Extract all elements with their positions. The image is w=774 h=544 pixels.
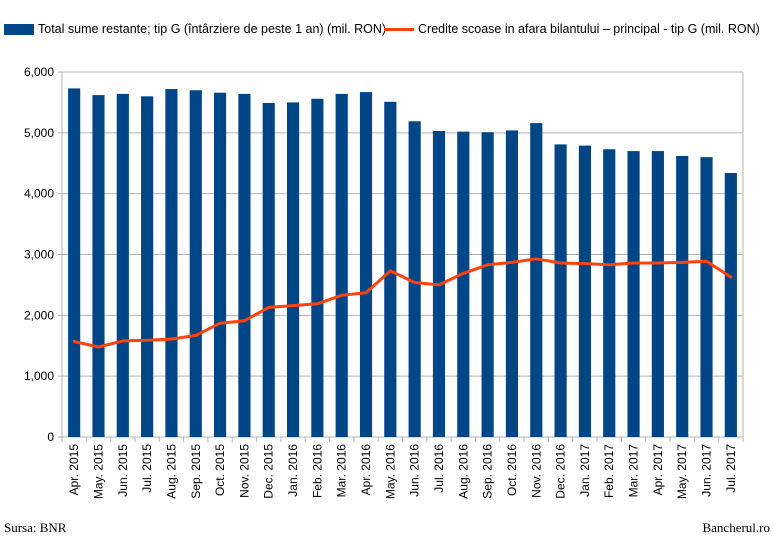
y-tick-label: 3,000 [24,248,54,262]
bar [676,155,689,437]
x-tick-label: Jun. 2015 [116,444,130,497]
x-tick-label: Nov. 2015 [237,444,251,498]
x-tick-label: Sep. 2015 [189,444,203,499]
brand-label: Bancherul.ro [702,520,770,535]
x-tick-label: Nov. 2016 [529,444,543,498]
x-tick-label: Dec. 2015 [262,444,276,499]
bar [578,145,591,437]
bar [311,98,324,438]
bar [554,144,567,437]
y-tick-label: 4,000 [24,187,54,201]
bar [505,130,519,437]
bar [335,93,348,438]
x-tick-label: Apr. 2017 [651,444,665,496]
bar [262,103,275,438]
source-note: Sursa: BNR [4,520,67,535]
y-tick-label: 0 [47,430,54,444]
bar [481,132,494,437]
x-tick-label: Jul. 2015 [140,444,154,493]
x-tick-label: Dec. 2016 [554,444,568,499]
legend-label-bars: Total sume restante; tip G (întârziere d… [38,22,387,36]
bar [457,131,470,437]
bar [189,90,202,437]
x-tick-label: Jun. 2017 [700,444,714,497]
bar [530,123,543,437]
y-tick-label: 6,000 [24,65,54,79]
x-tick-label: Feb. 2016 [310,444,324,498]
bar [700,157,713,437]
bar [92,95,105,437]
x-tick-label: Aug. 2016 [456,444,470,499]
x-tick-label: Mar. 2016 [335,444,349,498]
x-tick-label: Sep. 2016 [481,444,495,499]
series-line [72,257,733,349]
x-tick-label: Feb. 2017 [602,444,616,498]
bar [651,151,664,438]
x-tick-label: Apr. 2016 [359,444,373,496]
x-tick-label: Jun. 2016 [408,444,422,497]
legend-item-line: Credite scoase in afara bilantului – pri… [384,22,760,36]
x-tick-label: Jul. 2017 [724,444,738,493]
x-tick-label: Jan. 2017 [578,444,592,497]
bar [603,149,616,437]
legend-label-line: Credite scoase in afara bilantului – pri… [418,22,760,36]
bar [238,93,251,438]
x-tick-label: Apr. 2015 [67,444,81,496]
legend-item-bars: Total sume restante; tip G (întârziere d… [4,22,386,36]
bar [141,96,154,437]
y-tick-label: 2,000 [24,308,54,322]
y-tick-label: 5,000 [24,126,54,140]
bar [724,172,737,437]
bar [286,102,300,438]
bar [68,88,81,438]
legend-swatch-line [384,27,414,31]
x-tick-label: Oct. 2016 [505,444,519,496]
x-tick-label: Mar. 2017 [627,444,641,498]
bar [165,89,178,438]
x-tick-label: May. 2016 [383,444,397,499]
bar [359,92,373,437]
x-tick-label: May. 2017 [675,444,689,499]
bar [627,151,640,438]
x-tick-label: May. 2015 [91,444,105,499]
bar [116,93,129,438]
y-tick-label: 1,000 [24,369,54,383]
bar [214,92,227,437]
legend-swatch-bars [4,23,34,35]
bar [408,121,421,438]
x-tick-label: Aug. 2015 [164,444,178,499]
x-tick-label: Jul. 2016 [432,444,446,493]
x-tick-label: Oct. 2015 [213,444,227,496]
x-tick-label: Jan. 2016 [286,444,300,497]
